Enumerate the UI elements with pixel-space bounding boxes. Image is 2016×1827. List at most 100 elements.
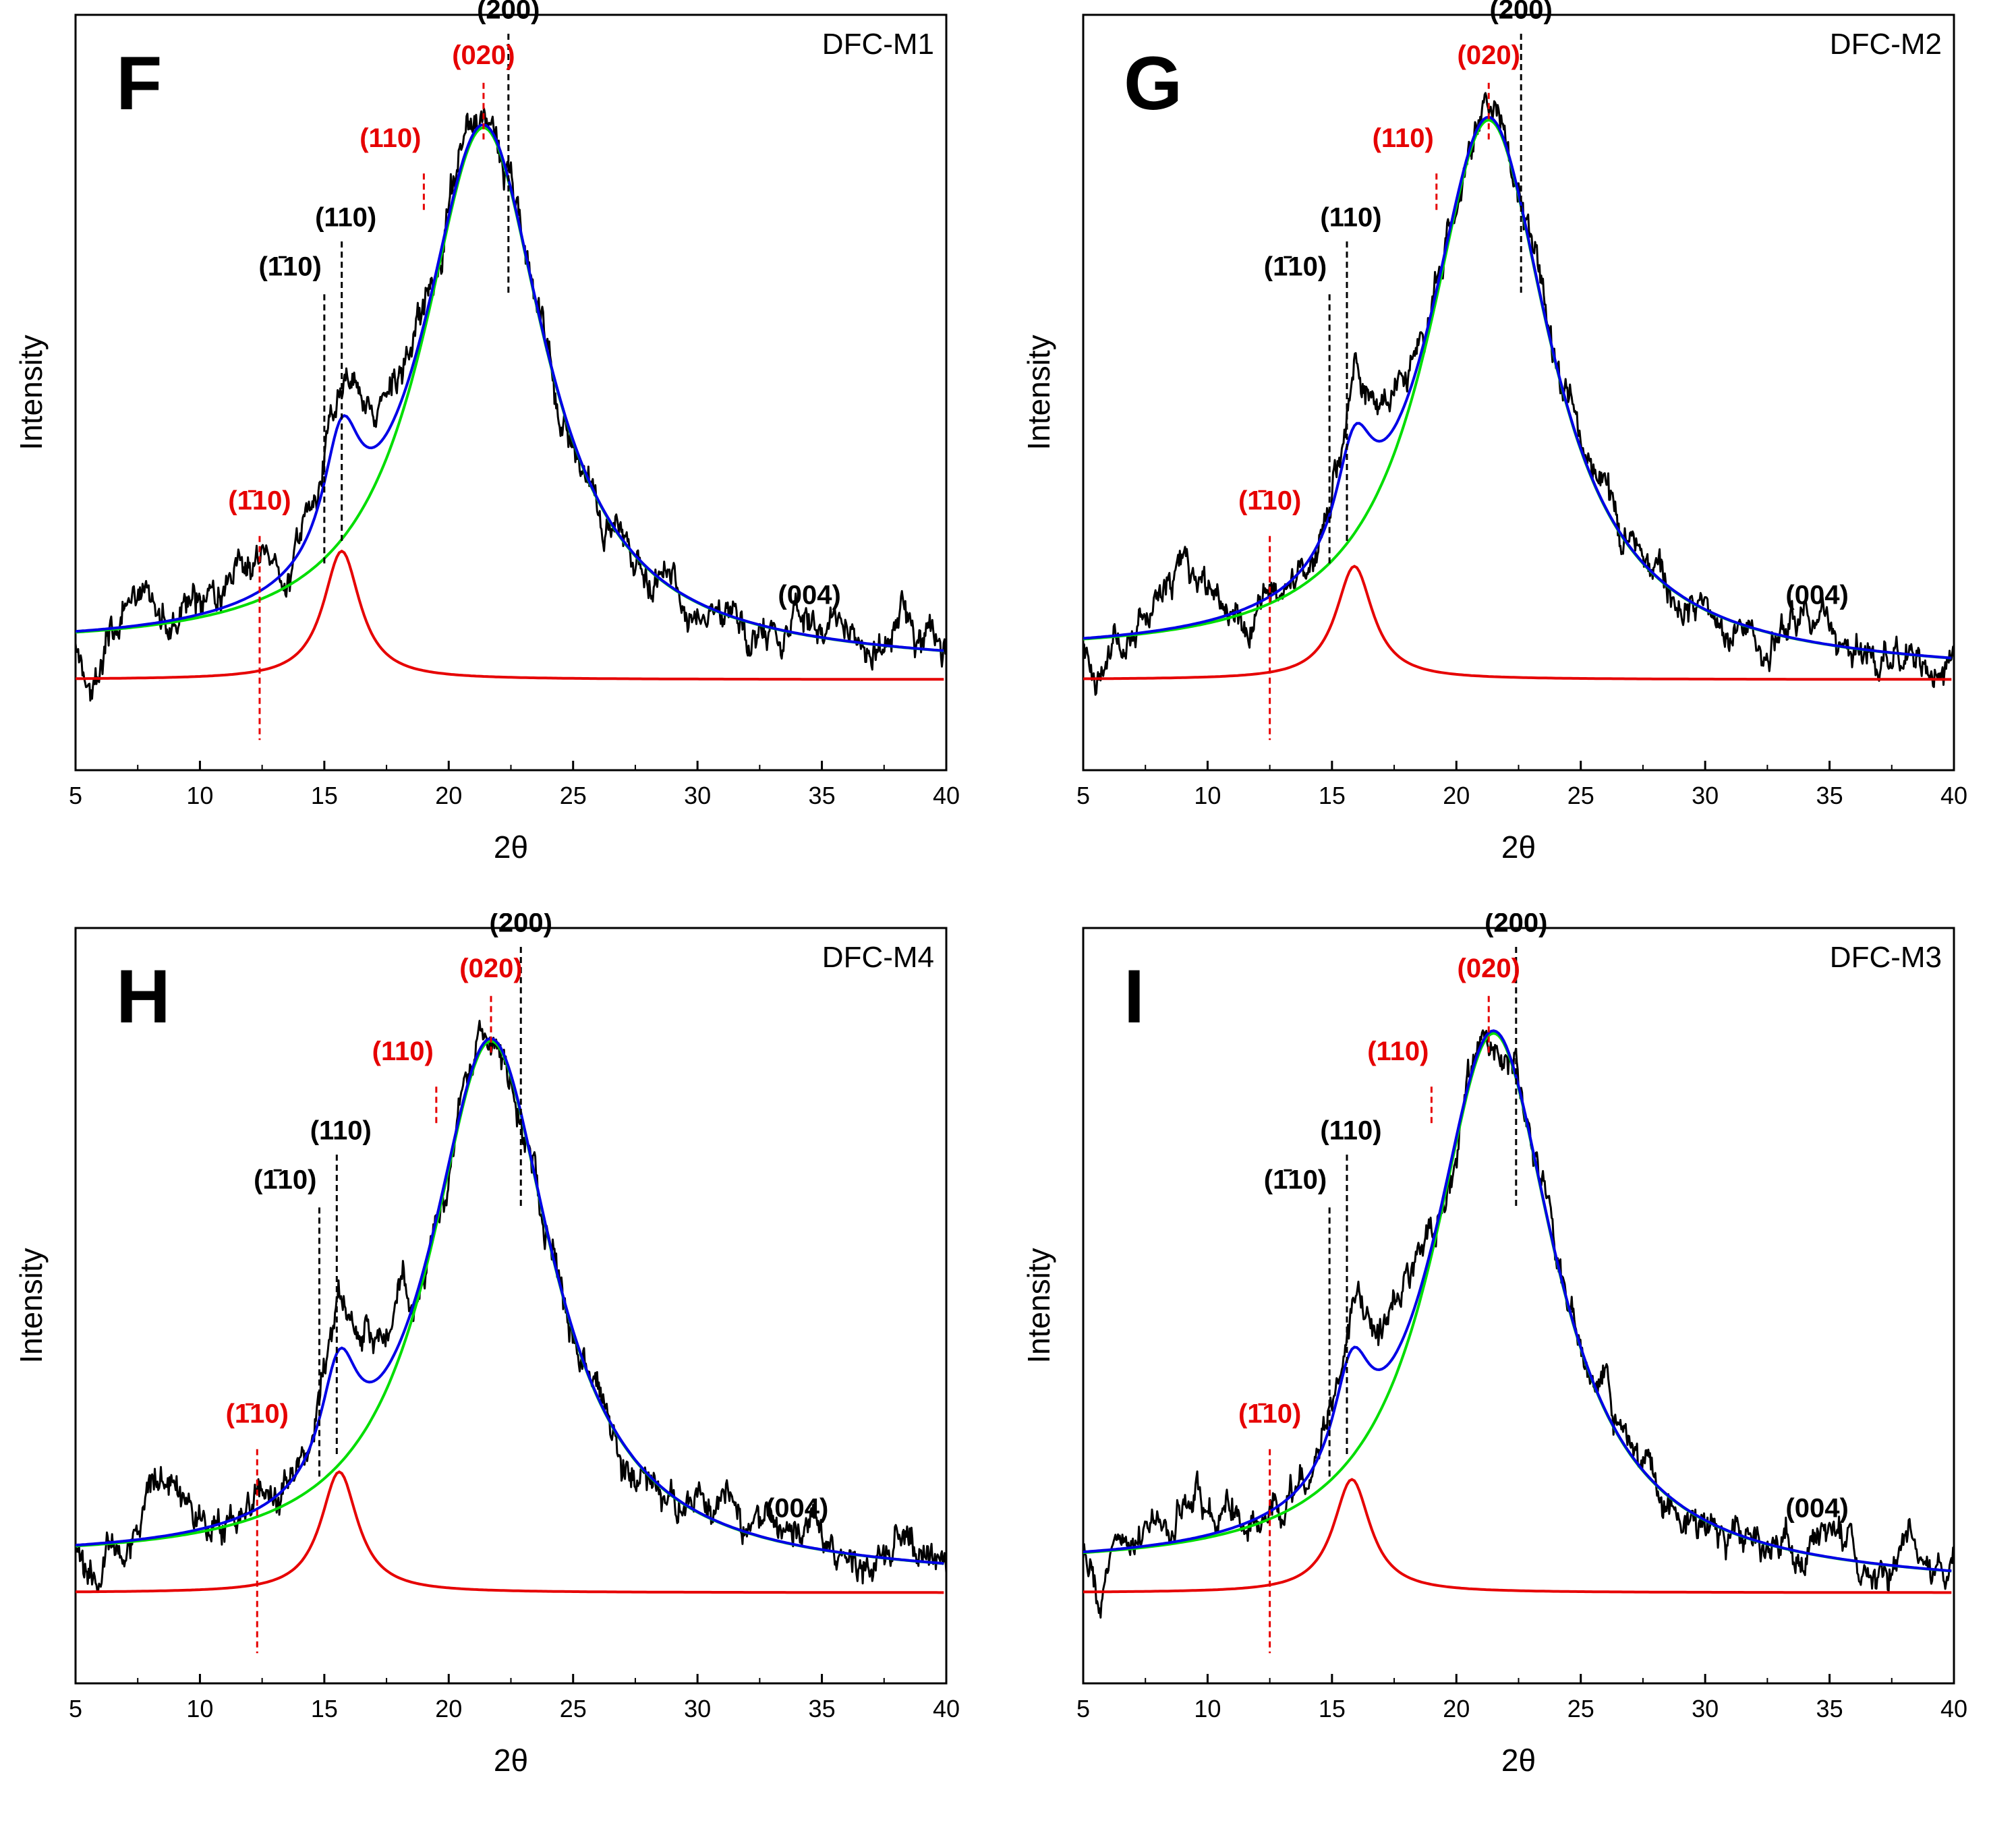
hkl-label: (1̄10)	[1238, 1399, 1301, 1429]
hkl-label: (110)	[1320, 1116, 1381, 1146]
hkl-label: (1̄10)	[1264, 252, 1327, 281]
x-tick-label: 5	[69, 1695, 82, 1722]
x-tick-label: 30	[684, 1695, 711, 1722]
hkl-label: (1̄10)	[254, 1165, 316, 1194]
hkl-label: (1̄10)	[226, 1399, 289, 1429]
x-axis-title: 2θ	[1501, 1743, 1536, 1778]
hkl-label: (004)	[778, 581, 840, 610]
panel-letter: H	[116, 954, 171, 1039]
x-tick-label: 25	[560, 782, 587, 809]
x-tick-label: 20	[1443, 1695, 1470, 1722]
fit-broad-peak-curve	[76, 126, 944, 652]
x-tick-label: 15	[311, 1695, 338, 1722]
panel-letter: G	[1124, 41, 1182, 125]
hkl-label: (110)	[1367, 1037, 1429, 1066]
x-tick-label: 25	[1567, 782, 1594, 809]
x-tick-label: 10	[186, 782, 213, 809]
x-tick-label: 35	[1816, 782, 1843, 809]
measured-curve	[1083, 1029, 1954, 1619]
hkl-label: (020)	[452, 40, 515, 70]
hkl-label: (110)	[1373, 123, 1434, 153]
x-tick-label: 20	[435, 1695, 462, 1722]
x-tick-label: 10	[1194, 782, 1221, 809]
sample-label: DFC-M4	[822, 941, 934, 974]
fit-total-curve	[76, 1037, 944, 1565]
panel-h: 5 10 15 20 25 30 35 40 2θ Intensity H DFC-M4 (200) (0…	[0, 913, 1008, 1826]
fit-narrow-peak-curve	[1083, 564, 1952, 681]
x-tick-label: 5	[1076, 1695, 1090, 1722]
xrd-chart-f: 5 10 15 20 25 30 35 40 2θ Intensity F DFC-M1 (200) (0…	[13, 0, 960, 865]
x-tick-label: 20	[1443, 782, 1470, 809]
x-tick-label: 15	[1319, 782, 1346, 809]
x-tick-label: 30	[1692, 1695, 1719, 1722]
x-tick-label: 5	[1076, 782, 1090, 809]
hkl-label: (200)	[1485, 913, 1547, 938]
x-tick-label: 35	[1816, 1695, 1843, 1722]
hkl-label: (020)	[1458, 40, 1520, 70]
y-axis-title: Intensity	[1021, 335, 1056, 450]
hkl-label: (110)	[310, 1116, 372, 1146]
x-tick-label: 25	[1567, 1695, 1594, 1722]
x-tick-label: 40	[1940, 1695, 1967, 1722]
hkl-label: (1̄10)	[258, 252, 321, 281]
y-axis-title: Intensity	[13, 1248, 49, 1363]
hkl-label: (110)	[372, 1037, 434, 1066]
fit-total-curve	[1083, 1029, 1952, 1573]
x-axis-title: 2θ	[494, 1743, 528, 1778]
fit-total-curve	[1083, 115, 1952, 660]
x-tick-label: 40	[1940, 782, 1967, 809]
x-tick-label: 10	[1194, 1695, 1221, 1722]
hkl-label: (004)	[1785, 581, 1848, 610]
x-tick-label: 20	[435, 782, 462, 809]
hkl-label: (1̄10)	[1238, 486, 1301, 516]
x-tick-label: 5	[69, 782, 82, 809]
panel-letter: I	[1124, 954, 1145, 1039]
y-axis-title: Intensity	[13, 335, 49, 450]
panel-letter: F	[116, 41, 162, 125]
xrd-chart-g: 5 10 15 20 25 30 35 40 2θ Intensity G DFC-M2 (200) (0…	[1021, 0, 1967, 865]
plot-frame	[74, 927, 948, 1685]
panel-g: 5 10 15 20 25 30 35 40 2θ Intensity G DFC-M2 (200) (0…	[1008, 0, 2015, 913]
measured-curve	[76, 107, 946, 702]
x-tick-label: 25	[560, 1695, 587, 1722]
panel-i: 5 10 15 20 25 30 35 40 2θ Intensity I DFC-M3 (200) (0…	[1008, 913, 2015, 1826]
x-tick-label: 40	[933, 782, 960, 809]
x-tick-label: 15	[1319, 1695, 1346, 1722]
hkl-label: (200)	[490, 913, 552, 938]
hkl-label: (200)	[477, 0, 540, 25]
x-axis-title: 2θ	[494, 830, 528, 865]
hkl-label: (110)	[1320, 203, 1381, 233]
x-tick-label: 30	[1692, 782, 1719, 809]
panel-f: 5 10 15 20 25 30 35 40 2θ Intensity F DFC-M1 (200) (0…	[0, 0, 1008, 913]
fit-narrow-peak-curve	[1083, 1478, 1952, 1594]
plot-frame	[1082, 927, 1955, 1685]
fit-narrow-peak-curve	[76, 1470, 944, 1594]
sample-label: DFC-M2	[1830, 28, 1942, 61]
plot-frame	[74, 13, 948, 772]
sample-label: DFC-M3	[1830, 941, 1942, 974]
hkl-label: (1̄10)	[228, 486, 291, 516]
x-tick-label: 35	[809, 782, 836, 809]
hkl-label: (020)	[1458, 954, 1520, 983]
hkl-label: (004)	[766, 1494, 828, 1524]
x-tick-label: 35	[809, 1695, 836, 1722]
fit-total-curve	[76, 123, 944, 652]
series-group	[76, 1020, 946, 1594]
hkl-label: (1̄10)	[1264, 1165, 1327, 1194]
fit-narrow-peak-curve	[76, 549, 944, 681]
hkl-label: (020)	[459, 954, 522, 983]
x-tick-label: 15	[311, 782, 338, 809]
measured-curve	[1083, 92, 1954, 696]
x-tick-label: 30	[684, 782, 711, 809]
series-group	[1083, 1029, 1954, 1619]
fit-broad-peak-curve	[76, 1039, 944, 1565]
x-tick-label: 10	[186, 1695, 213, 1722]
hkl-label: (200)	[1489, 0, 1552, 25]
hkl-label: (004)	[1785, 1494, 1848, 1524]
fit-broad-peak-curve	[1083, 1032, 1952, 1573]
hkl-label: (110)	[315, 203, 376, 233]
sample-label: DFC-M1	[822, 28, 934, 61]
y-axis-title: Intensity	[1021, 1248, 1056, 1363]
series-group	[1083, 92, 1954, 696]
